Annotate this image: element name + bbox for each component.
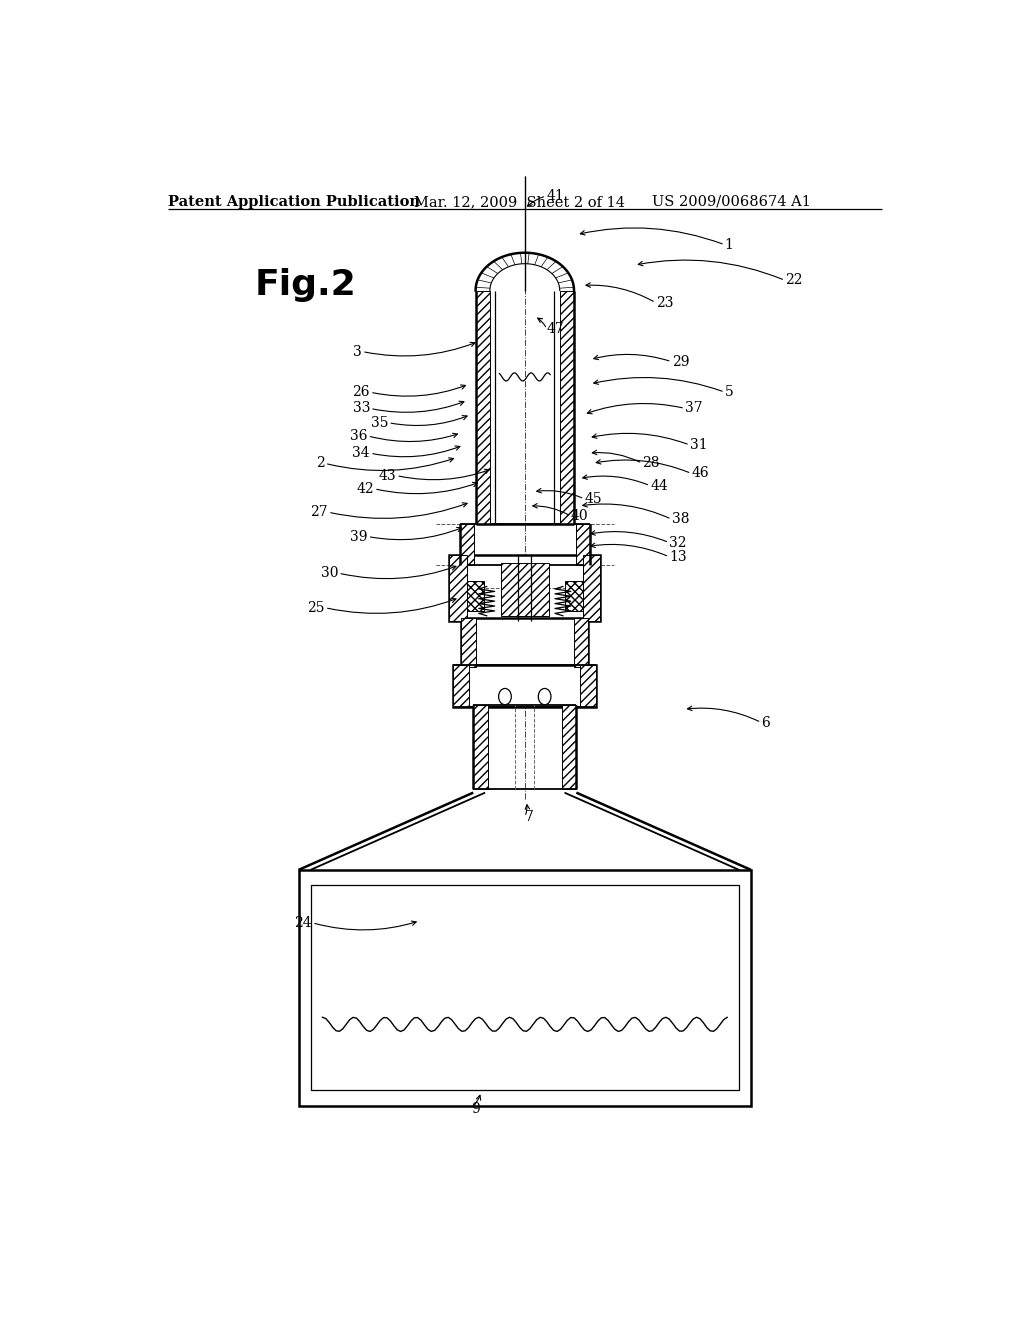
Bar: [460, 524, 474, 565]
Text: 31: 31: [690, 438, 708, 451]
Bar: [454, 664, 469, 708]
Text: 7: 7: [524, 810, 534, 824]
Text: Patent Application Publication: Patent Application Publication: [168, 195, 420, 209]
Bar: [560, 290, 574, 524]
Bar: [581, 664, 596, 708]
Text: 13: 13: [670, 550, 687, 564]
Text: 46: 46: [691, 466, 709, 480]
Bar: [454, 664, 596, 708]
Text: 3: 3: [353, 345, 362, 359]
Bar: [461, 618, 475, 667]
Text: 22: 22: [785, 273, 803, 288]
Text: 41: 41: [546, 189, 564, 203]
Text: 43: 43: [379, 469, 396, 483]
Bar: [565, 581, 583, 611]
Bar: [501, 562, 549, 615]
Text: 32: 32: [670, 536, 687, 549]
Text: 29: 29: [672, 355, 689, 368]
Text: 2: 2: [316, 457, 325, 470]
Text: 34: 34: [352, 446, 370, 461]
Bar: [467, 581, 484, 611]
Text: 23: 23: [655, 296, 673, 310]
Text: 37: 37: [685, 401, 702, 416]
Circle shape: [539, 689, 551, 705]
Text: 28: 28: [642, 457, 659, 470]
Text: 9: 9: [471, 1102, 479, 1115]
Bar: [450, 554, 600, 620]
Text: 45: 45: [585, 492, 602, 506]
Text: 5: 5: [725, 385, 733, 399]
Text: 47: 47: [547, 322, 565, 337]
Text: 39: 39: [350, 529, 368, 544]
Bar: [575, 524, 590, 565]
Text: 33: 33: [352, 401, 370, 416]
Text: 27: 27: [310, 506, 328, 519]
Text: 30: 30: [321, 566, 338, 579]
Text: Mar. 12, 2009  Sheet 2 of 14: Mar. 12, 2009 Sheet 2 of 14: [414, 195, 625, 209]
FancyBboxPatch shape: [310, 886, 739, 1090]
Text: 42: 42: [356, 482, 374, 496]
Text: 24: 24: [295, 916, 312, 929]
Text: 26: 26: [352, 385, 370, 399]
Bar: [461, 618, 588, 667]
Bar: [450, 554, 467, 620]
Text: 25: 25: [307, 601, 325, 615]
Text: 38: 38: [672, 512, 689, 527]
Text: 1: 1: [725, 238, 733, 252]
Text: 36: 36: [350, 429, 368, 444]
Text: 40: 40: [570, 510, 589, 523]
Text: 6: 6: [761, 715, 770, 730]
Text: 44: 44: [650, 479, 668, 492]
FancyBboxPatch shape: [299, 870, 751, 1106]
Bar: [583, 554, 600, 620]
Bar: [475, 290, 489, 524]
Text: Fig.2: Fig.2: [255, 268, 356, 302]
Text: 35: 35: [371, 416, 388, 430]
Bar: [574, 618, 588, 667]
Bar: [562, 705, 577, 788]
Circle shape: [499, 689, 511, 705]
Bar: [473, 705, 487, 788]
Text: US 2009/0068674 A1: US 2009/0068674 A1: [652, 195, 811, 209]
